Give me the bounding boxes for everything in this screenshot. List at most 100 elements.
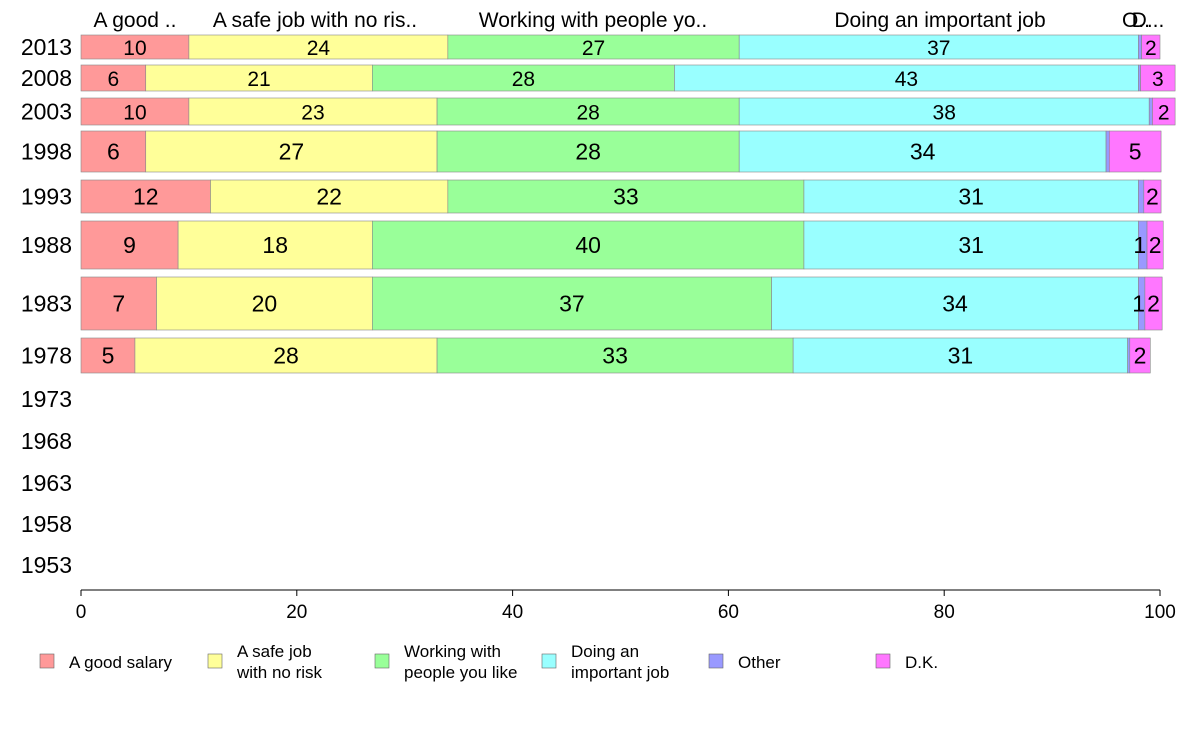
legend-swatch bbox=[541, 653, 557, 669]
bar-segment bbox=[738, 130, 1107, 173]
y-tick-label: 1988 bbox=[21, 232, 72, 258]
legend-label: with no risk bbox=[236, 663, 323, 682]
bar-segment bbox=[80, 337, 136, 374]
y-tick-label: 1998 bbox=[21, 139, 72, 165]
bar-segment bbox=[1129, 337, 1151, 374]
y-tick-label: 1978 bbox=[21, 343, 72, 369]
bar-label: 2 bbox=[1158, 102, 1170, 125]
bar-label: 21 bbox=[247, 68, 270, 91]
bar-label: 23 bbox=[301, 102, 324, 125]
bar-label: 2 bbox=[1146, 184, 1159, 210]
bar-segment bbox=[436, 97, 740, 126]
legend-label: Doing an bbox=[571, 642, 639, 661]
bar-label: 5 bbox=[1129, 139, 1142, 165]
bar-label: 28 bbox=[575, 139, 601, 165]
bar-segment bbox=[447, 179, 805, 214]
bar-segment bbox=[1143, 179, 1162, 214]
bar-label: 27 bbox=[582, 37, 605, 60]
bar-label: 31 bbox=[958, 184, 984, 210]
header-label: A good .. bbox=[94, 9, 177, 32]
header-label: O.. bbox=[1122, 9, 1150, 32]
bar-label: 33 bbox=[613, 184, 639, 210]
legend-swatch bbox=[875, 653, 891, 669]
legend-label: people you like bbox=[404, 663, 517, 682]
x-axis: 0 20 40 60 80 100 bbox=[76, 589, 1176, 623]
bar-segment bbox=[436, 337, 794, 374]
bar-segment bbox=[1138, 34, 1142, 60]
bar-segment bbox=[674, 64, 1139, 92]
bar-label: 5 bbox=[102, 343, 115, 369]
y-tick-label: 1993 bbox=[21, 184, 72, 210]
x-tick-label: 20 bbox=[286, 602, 307, 623]
bar-segment bbox=[156, 276, 373, 331]
bar-segment bbox=[803, 179, 1139, 214]
bar-segment bbox=[188, 34, 449, 60]
bar-label: 28 bbox=[576, 102, 599, 125]
bar-label: 9 bbox=[123, 232, 136, 258]
bar-segment bbox=[1140, 64, 1176, 92]
bar-label: 6 bbox=[107, 139, 120, 165]
y-tick-label: 1958 bbox=[21, 511, 72, 537]
bar-segment bbox=[1152, 97, 1176, 126]
bar-label: 28 bbox=[273, 343, 299, 369]
header-label: A safe job with no ris.. bbox=[213, 9, 417, 32]
bar-label: 24 bbox=[307, 37, 331, 60]
bar-segment bbox=[436, 130, 740, 173]
legend-swatch bbox=[39, 653, 55, 669]
bar-label: 6 bbox=[108, 68, 120, 91]
y-axis-labels: 2013 2008 2003 1998 1993 1988 1983 1978 1973 1968… bbox=[21, 34, 72, 578]
bar-label: 2 bbox=[1147, 291, 1160, 317]
bar-segment bbox=[80, 64, 147, 92]
y-tick-label: 2008 bbox=[21, 65, 72, 91]
bar-label: 37 bbox=[559, 291, 585, 317]
bar-label: 38 bbox=[933, 102, 956, 125]
legend-label: Working with bbox=[404, 642, 501, 661]
bar-segment bbox=[134, 337, 438, 374]
x-tick-label: 80 bbox=[934, 602, 955, 623]
bar-label: 34 bbox=[942, 291, 968, 317]
bar-label: 22 bbox=[316, 184, 342, 210]
bar-segment bbox=[145, 64, 373, 92]
header-label: Doing an important job bbox=[834, 9, 1045, 32]
bar-label: 2 bbox=[1145, 37, 1157, 60]
bar-label: 2 bbox=[1134, 343, 1147, 369]
bar-segment bbox=[1146, 220, 1164, 270]
bar-label: 12 bbox=[133, 184, 159, 210]
x-tick-label: 60 bbox=[718, 602, 739, 623]
bar-label: 1 bbox=[1132, 291, 1145, 317]
bar-segment bbox=[1148, 97, 1153, 126]
legend-label: A safe job bbox=[237, 642, 312, 661]
bar-label: 3 bbox=[1152, 68, 1164, 91]
bar-segment bbox=[372, 64, 675, 92]
bar-segment bbox=[80, 97, 190, 126]
y-tick-label: 1953 bbox=[21, 552, 72, 578]
bar-label: 28 bbox=[512, 68, 535, 91]
bar-label: 31 bbox=[948, 343, 974, 369]
legend-label: Other bbox=[738, 653, 781, 672]
legend-label: A good salary bbox=[69, 653, 173, 672]
bar-label: 27 bbox=[279, 139, 305, 165]
bar-label: 1 bbox=[1133, 232, 1146, 258]
bar-segment bbox=[1138, 64, 1141, 92]
bar-label: 31 bbox=[958, 232, 984, 258]
legend-swatch bbox=[207, 653, 223, 669]
bars: 10 24 27 37 26 21 28 43 310 23 28 38 26 27 28 34 512 22 33… bbox=[80, 34, 1176, 374]
bar-segment bbox=[1144, 276, 1163, 331]
bar-segment bbox=[1127, 337, 1131, 374]
bar-label: 2 bbox=[1149, 232, 1162, 258]
bar-label: 18 bbox=[262, 232, 288, 258]
bar-segment bbox=[771, 276, 1139, 331]
header-label: D... bbox=[1132, 9, 1165, 32]
y-tick-label: 1973 bbox=[21, 386, 72, 412]
bar-segment bbox=[188, 97, 438, 126]
bar-label: 33 bbox=[602, 343, 628, 369]
bar-label: 7 bbox=[112, 291, 125, 317]
bar-label: 40 bbox=[575, 232, 601, 258]
legend-label: D.K. bbox=[905, 653, 938, 672]
bar-segment bbox=[80, 130, 147, 173]
legend: A good salary A safe job with no risk Worki… bbox=[39, 642, 938, 682]
header-label: Working with people yo.. bbox=[479, 9, 707, 32]
bar-label: 34 bbox=[910, 139, 936, 165]
bar-segment bbox=[80, 179, 211, 214]
